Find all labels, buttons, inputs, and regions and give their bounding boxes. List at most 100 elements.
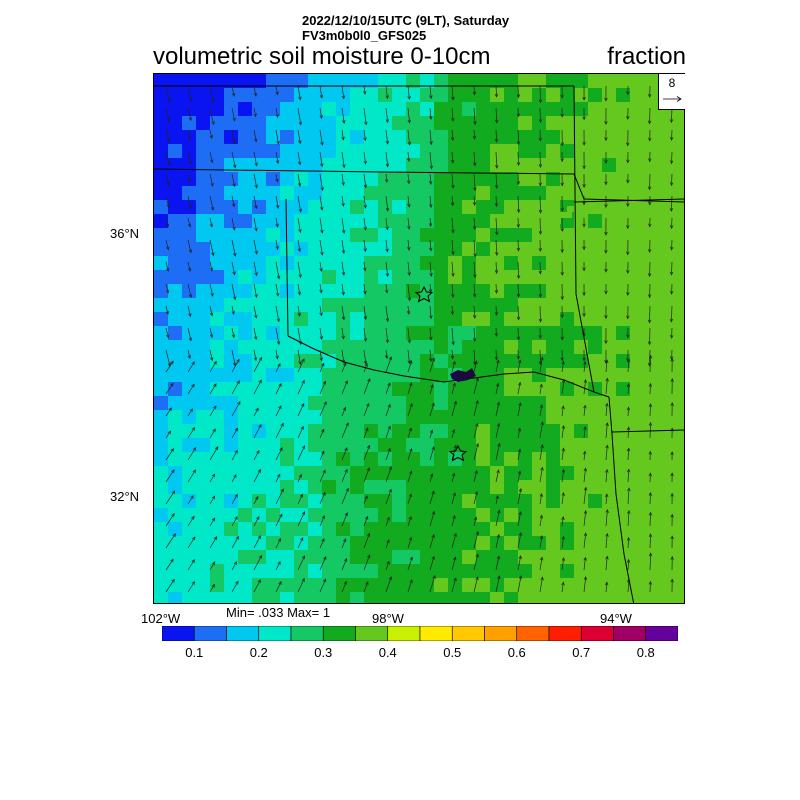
moisture-cell bbox=[350, 396, 364, 410]
moisture-cell bbox=[448, 564, 462, 578]
moisture-cell bbox=[336, 200, 350, 214]
wind-vector bbox=[385, 151, 389, 167]
moisture-cell bbox=[546, 564, 560, 578]
moisture-cell bbox=[154, 186, 168, 200]
moisture-cell bbox=[168, 438, 182, 452]
moisture-cell bbox=[611, 182, 627, 188]
moisture-cell bbox=[448, 214, 462, 228]
moisture-cell bbox=[336, 396, 350, 410]
colorbar-label: 0.5 bbox=[443, 645, 462, 660]
moisture-cell bbox=[154, 438, 168, 452]
wind-vector-head bbox=[670, 378, 674, 382]
wind-vector-head bbox=[670, 451, 674, 455]
moisture-cell bbox=[462, 326, 476, 340]
wind-vector-head bbox=[432, 575, 436, 580]
wind-vector-head bbox=[319, 289, 323, 294]
moisture-cell bbox=[336, 186, 350, 200]
moisture-cell bbox=[364, 144, 378, 158]
moisture-cell bbox=[280, 368, 294, 382]
wind-vector bbox=[341, 129, 344, 140]
moisture-cell bbox=[378, 522, 392, 536]
moisture-cell bbox=[532, 452, 546, 466]
moisture-cell bbox=[556, 212, 572, 218]
wind-vector-head bbox=[538, 231, 543, 235]
wind-vector-head bbox=[167, 99, 172, 104]
moisture-cell bbox=[448, 550, 462, 564]
moisture-cell bbox=[644, 298, 658, 312]
moisture-cell bbox=[532, 438, 546, 452]
wind-vector-head bbox=[494, 289, 499, 294]
wind-vector-head bbox=[582, 116, 586, 121]
wind-vector-head bbox=[301, 445, 306, 450]
wind-vector bbox=[451, 217, 454, 233]
moisture-cell bbox=[196, 214, 210, 228]
wind-vector bbox=[187, 173, 191, 183]
wind-vector bbox=[495, 534, 500, 549]
wind-vector bbox=[209, 536, 217, 549]
moisture-cell bbox=[644, 494, 658, 508]
moisture-cell bbox=[168, 368, 182, 382]
wind-vector bbox=[627, 448, 630, 461]
wind-vector bbox=[429, 327, 432, 340]
wind-vector bbox=[253, 424, 262, 439]
moisture-cell bbox=[658, 298, 672, 312]
moisture-cell bbox=[308, 242, 322, 256]
moisture-cell bbox=[336, 438, 350, 452]
moisture-cell bbox=[490, 340, 504, 354]
moisture-cell bbox=[294, 452, 308, 466]
wind-vector-head bbox=[171, 578, 175, 583]
moisture-cell bbox=[434, 242, 448, 256]
wind-vector bbox=[451, 129, 454, 141]
wind-vector-head bbox=[257, 535, 261, 540]
wind-vector bbox=[495, 151, 498, 169]
moisture-cell bbox=[420, 522, 434, 536]
wind-vector-head bbox=[363, 338, 368, 343]
moisture-cell bbox=[350, 550, 364, 564]
moisture-cell bbox=[252, 200, 266, 214]
wind-vector bbox=[165, 513, 175, 527]
wind-vector bbox=[539, 577, 543, 593]
wind-vector-head bbox=[275, 91, 279, 96]
moisture-cell bbox=[534, 224, 550, 230]
wind-vector bbox=[539, 515, 543, 527]
wind-vector-head bbox=[254, 314, 258, 319]
wind-vector bbox=[253, 129, 257, 142]
moisture-cell bbox=[252, 550, 266, 564]
moisture-cell bbox=[238, 424, 252, 438]
moisture-cell bbox=[392, 452, 406, 466]
moisture-cell bbox=[392, 494, 406, 508]
wind-vector-head bbox=[297, 291, 302, 296]
wind-vector bbox=[517, 151, 519, 166]
wind-vector-head bbox=[604, 231, 608, 236]
wind-vector-head bbox=[496, 359, 500, 364]
moisture-cell bbox=[574, 578, 588, 592]
moisture-cell bbox=[224, 424, 238, 438]
moisture-cell bbox=[210, 228, 224, 242]
moisture-cell bbox=[224, 508, 238, 522]
wind-vector-head bbox=[388, 488, 392, 493]
wind-vector-head bbox=[450, 159, 455, 164]
moisture-cell bbox=[406, 564, 420, 578]
moisture-cell bbox=[406, 200, 420, 214]
wind-vector bbox=[319, 305, 322, 316]
moisture-cell bbox=[546, 424, 560, 438]
moisture-cell bbox=[238, 326, 252, 340]
wind-vector-head bbox=[385, 207, 390, 212]
moisture-cell bbox=[434, 340, 448, 354]
moisture-cell bbox=[658, 256, 672, 270]
moisture-cell bbox=[574, 508, 588, 522]
moisture-cell bbox=[490, 550, 504, 564]
wind-vector-head bbox=[409, 470, 413, 475]
moisture-cell bbox=[658, 564, 672, 578]
moisture-cell bbox=[252, 102, 266, 116]
moisture-cell bbox=[560, 326, 574, 340]
moisture-cell bbox=[532, 494, 546, 508]
moisture-cell bbox=[616, 326, 630, 340]
wind-vector-head bbox=[539, 535, 544, 540]
moisture-cell bbox=[280, 508, 294, 522]
moisture-cell bbox=[224, 116, 238, 130]
wind-vector bbox=[363, 85, 366, 95]
wind-vector bbox=[495, 107, 498, 123]
moisture-cell bbox=[518, 354, 532, 368]
wind-vector bbox=[319, 470, 326, 483]
